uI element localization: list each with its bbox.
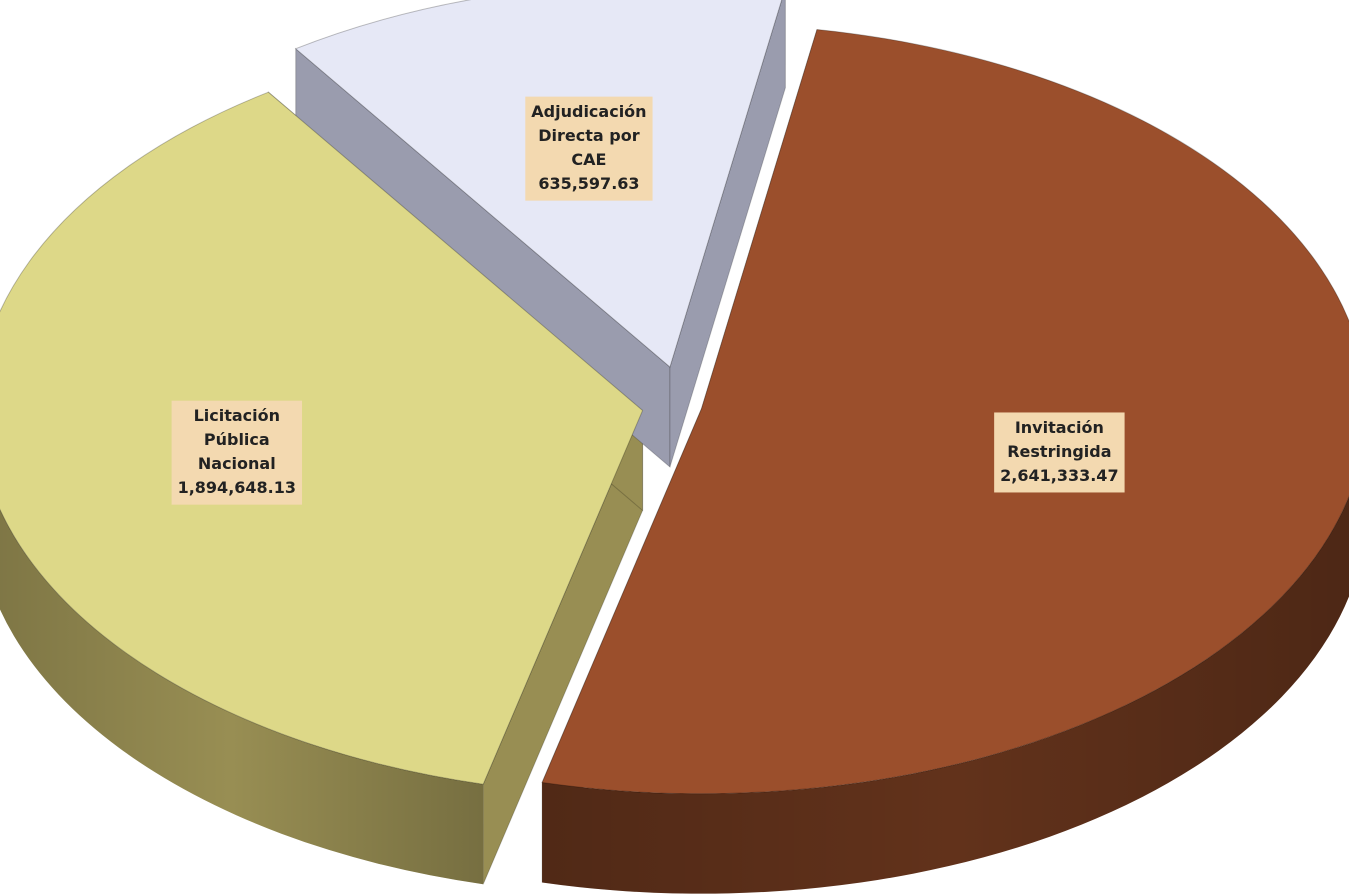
invitacion-restringida-label-box [994,412,1125,493]
licitacion-publica-nacional-value-label: 1,894,648.13 [178,478,296,497]
licitacion-publica-nacional-label-line: Licitación [194,406,280,425]
slice-labels: Invitación Restringida 2,641,333.47 Licitac… [171,96,1125,505]
invitacion-restringida-label: Invitación Restringida 2,641,333.47 [994,412,1125,493]
licitacion-publica-nacional-label-line: Pública [204,430,270,449]
adjudicacion-directa-por-cae-value-label: 635,597.63 [538,174,639,193]
licitacion-publica-nacional-rim-shade [0,509,484,885]
invitacion-restringida-label-line: Invitación [1015,418,1104,437]
adjudicacion-directa-por-cae-label-box [525,96,653,201]
adjudicacion-directa-por-cae-label-line: Adjudicación [531,102,646,121]
invitacion-restringida-rim-shade [542,496,1349,894]
licitacion-publica-nacional-label-box [171,400,303,505]
licitacion-publica-nacional-label-line: Nacional [198,454,276,473]
invitacion-restringida-value-label: 2,641,333.47 [1000,466,1118,485]
invitacion-restringida-slice [541,28,1349,795]
invitacion-restringida-label-line: Restringida [1007,442,1111,461]
adjudicacion-directa-por-cae-label-line: Directa por [538,126,639,145]
licitacion-publica-nacional-label: Licitación Pública Nacional 1,894,648.13 [171,400,303,505]
adjudicacion-directa-por-cae-label: Adjudicación Directa por CAE 635,597.63 [525,96,653,201]
adjudicacion-directa-por-cae-label-line: CAE [571,150,606,169]
licitacion-publica-nacional-slice [0,91,644,785]
